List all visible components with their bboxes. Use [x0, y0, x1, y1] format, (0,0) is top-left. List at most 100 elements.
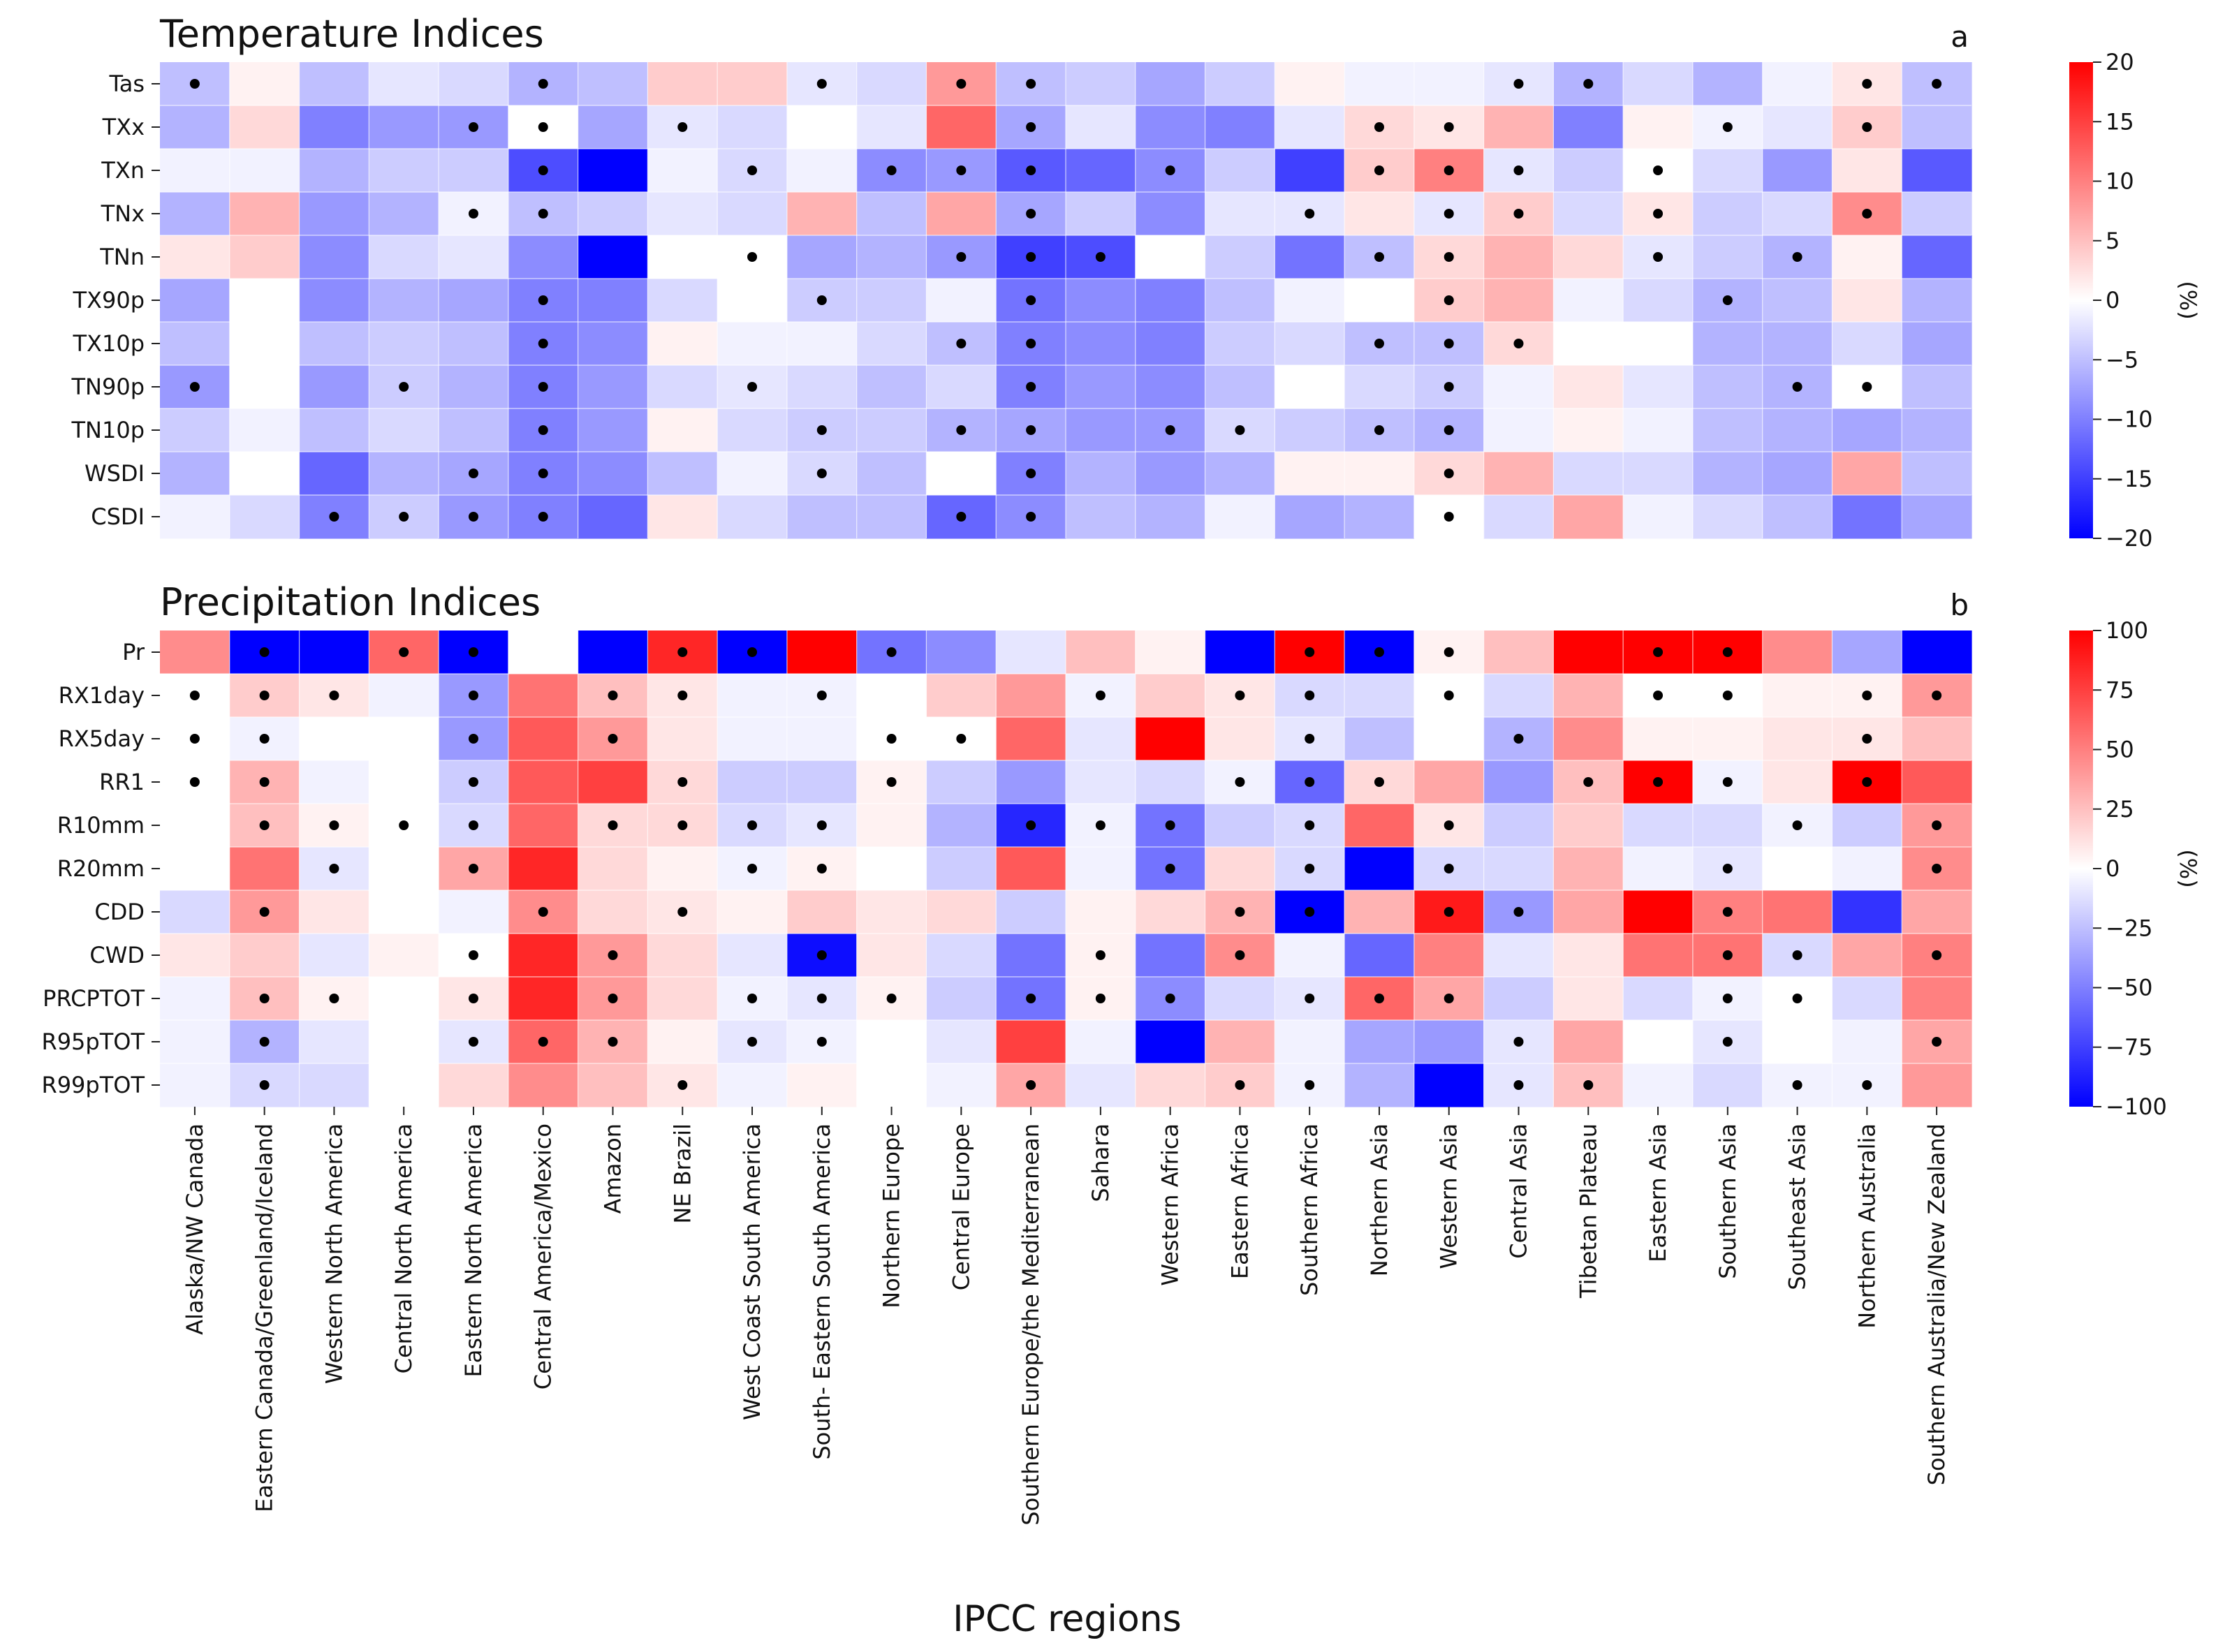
heatmap-cell — [856, 408, 927, 452]
heatmap-cell — [508, 760, 579, 804]
significance-dot — [468, 691, 478, 700]
significance-dot — [1305, 734, 1315, 744]
heatmap-cell — [1066, 890, 1136, 934]
heatmap-cell — [1623, 717, 1694, 761]
significance-dot — [259, 734, 270, 744]
row-label: RX1day — [59, 682, 145, 709]
significance-dot — [538, 469, 548, 478]
heatmap-cell — [1066, 365, 1136, 409]
heatmap-cell — [1623, 365, 1694, 409]
colorbar-tick-label: −5 — [2106, 346, 2138, 373]
heatmap-cell — [1205, 279, 1275, 323]
heatmap-cell — [578, 235, 648, 279]
significance-dot — [1932, 79, 1942, 89]
significance-dot — [259, 820, 270, 830]
heatmap-cell — [1483, 365, 1554, 409]
row-label: R95pTOT — [41, 1028, 145, 1055]
heatmap-cell — [1066, 760, 1136, 804]
significance-dot — [1792, 994, 1802, 1003]
significance-dot — [1722, 777, 1733, 787]
heatmap-cell — [1275, 1020, 1345, 1064]
heatmap-cell — [1692, 495, 1763, 539]
heatmap-cell — [647, 452, 718, 496]
significance-dot — [1444, 647, 1454, 657]
heatmap-cell — [996, 934, 1066, 978]
heatmap-cell — [647, 192, 718, 236]
heatmap-cell — [717, 279, 788, 323]
heatmap-cell — [1275, 934, 1345, 978]
heatmap-cell — [229, 452, 300, 496]
heatmap-cell — [1344, 804, 1415, 848]
significance-dot — [189, 382, 200, 392]
significance-dot — [816, 691, 827, 700]
heatmap-cell — [578, 62, 648, 106]
colorbar-tick-label: −50 — [2106, 975, 2153, 1001]
heatmap-cell — [856, 804, 927, 848]
heatmap-cell — [647, 235, 718, 279]
heatmap-cell — [1553, 235, 1624, 279]
heatmap-cell — [1902, 977, 1972, 1021]
panels: Temperature Indices a Tas TXx TXn TNx TNn TX90p… — [41, 12, 2201, 1526]
significance-dot — [1026, 122, 1036, 132]
significance-dot — [1305, 691, 1315, 700]
heatmap-cell — [1205, 235, 1275, 279]
heatmap-cell — [1832, 408, 1902, 452]
x-tick-label: Western Asia — [1436, 1123, 1462, 1269]
x-axis-label: IPCC regions — [953, 1598, 1181, 1640]
heatmap-cell — [1066, 105, 1136, 149]
heatmap-cell — [1762, 495, 1833, 539]
heatmap-cell — [508, 717, 579, 761]
heatmap-cell — [578, 192, 648, 236]
significance-dot — [816, 425, 827, 435]
heatmap-cell — [996, 760, 1066, 804]
significance-dot — [677, 907, 688, 917]
panel-title: Temperature Indices — [159, 12, 544, 56]
row-label: TNx — [101, 200, 145, 227]
heatmap-cell — [1623, 977, 1694, 1021]
heatmap-cell — [926, 192, 997, 236]
significance-dot — [329, 864, 339, 873]
heatmap-cell — [1623, 847, 1694, 891]
heatmap-cell — [1623, 62, 1694, 106]
significance-dot — [468, 209, 478, 219]
heatmap-cell — [229, 62, 300, 106]
heatmap-cell — [229, 365, 300, 409]
heatmap-cell — [856, 890, 927, 934]
heatmap-cell — [369, 279, 439, 323]
heatmap-cell — [856, 62, 927, 106]
row-label: Tas — [108, 71, 145, 97]
heatmap-cell — [439, 235, 509, 279]
significance-dot — [1653, 647, 1664, 657]
heatmap-cell — [1344, 717, 1415, 761]
heatmap-cell — [1832, 452, 1902, 496]
significance-dot — [747, 647, 758, 657]
heatmap-cell — [1762, 149, 1833, 193]
heatmap-cell — [1623, 105, 1694, 149]
significance-dot — [1026, 425, 1036, 435]
significance-dot — [1444, 339, 1454, 348]
heatmap-cell — [1344, 279, 1415, 323]
heatmap-cell — [229, 934, 300, 978]
significance-dot — [1792, 950, 1802, 960]
heatmap-cell — [229, 149, 300, 193]
heatmap-cell — [1832, 977, 1902, 1021]
significance-dot — [1374, 994, 1384, 1003]
colorbar-tick-label: 5 — [2106, 228, 2120, 254]
heatmap-cell — [926, 804, 997, 848]
significance-dot — [956, 252, 967, 262]
significance-dot — [1653, 165, 1664, 175]
heatmap-cell — [299, 760, 369, 804]
heatmap-cell — [1553, 105, 1624, 149]
colorbar-label: (%) — [2175, 281, 2201, 319]
heatmap-cell — [369, 760, 439, 804]
heatmap-cell — [578, 452, 648, 496]
heatmap-cell — [1902, 890, 1972, 934]
significance-dot — [1583, 777, 1594, 787]
significance-dot — [1305, 907, 1315, 917]
row-label: CSDI — [91, 503, 145, 530]
heatmap-cell — [1275, 408, 1345, 452]
heatmap-cell — [1483, 847, 1554, 891]
heatmap-cell — [1553, 847, 1624, 891]
significance-dot — [1235, 1080, 1245, 1090]
